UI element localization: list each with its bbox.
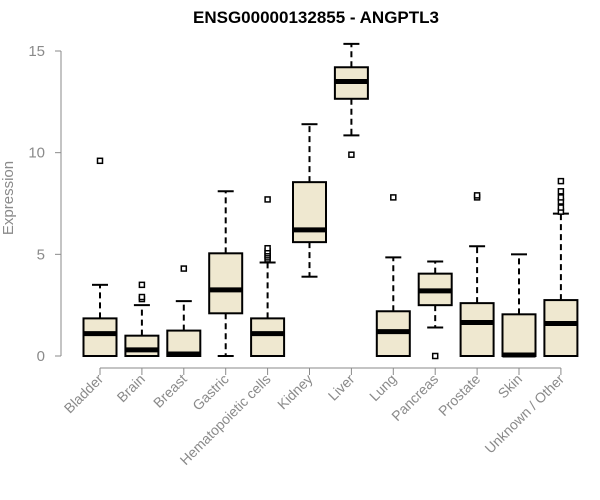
x-tick-label: Lung bbox=[366, 371, 399, 404]
outlier-point bbox=[138, 293, 146, 301]
outlier-point bbox=[557, 194, 565, 201]
box-group bbox=[124, 281, 160, 357]
box-group bbox=[333, 42, 369, 158]
x-tick-label: Kidney bbox=[274, 371, 316, 413]
box-group bbox=[166, 265, 202, 358]
box bbox=[459, 302, 495, 357]
outlier-point bbox=[180, 265, 188, 272]
outlier-point bbox=[557, 177, 565, 185]
outlier-point bbox=[557, 188, 565, 195]
box bbox=[501, 313, 537, 358]
x-tick-label: Brain bbox=[114, 371, 148, 405]
x-tick-label: Bladder bbox=[61, 371, 107, 417]
y-tick-label: 5 bbox=[37, 246, 45, 263]
outlier-point bbox=[557, 204, 565, 211]
box-group bbox=[417, 260, 453, 360]
outlier-point bbox=[431, 352, 439, 360]
box-group bbox=[292, 123, 327, 278]
box bbox=[292, 181, 327, 244]
x-tick-label: Breast bbox=[150, 371, 190, 411]
box bbox=[82, 317, 118, 357]
x-tick-label: Prostate bbox=[435, 371, 483, 419]
x-tick-label: Unknown / Other bbox=[481, 371, 567, 457]
box-group bbox=[208, 190, 244, 357]
y-tick-label: 10 bbox=[28, 145, 45, 162]
x-tick-label: Liver bbox=[325, 371, 358, 404]
box-group bbox=[375, 194, 411, 357]
y-tick-label: 15 bbox=[28, 43, 45, 60]
y-tick-label: 0 bbox=[37, 348, 45, 365]
x-tick-label: Skin bbox=[495, 371, 526, 402]
outlier-point bbox=[264, 244, 271, 252]
box-group bbox=[543, 177, 579, 358]
y-axis: 0 5 10 15 bbox=[28, 43, 62, 365]
y-axis-label: Expression bbox=[0, 161, 17, 235]
box-group bbox=[82, 157, 118, 357]
box bbox=[543, 299, 579, 358]
outlier-point bbox=[264, 196, 271, 203]
boxes bbox=[82, 42, 579, 360]
box bbox=[208, 252, 244, 315]
box-group bbox=[250, 196, 286, 357]
box bbox=[250, 317, 286, 357]
chart-title: ENSG00000132855 - ANGPTL3 bbox=[193, 8, 439, 27]
outlier-point bbox=[96, 157, 104, 165]
box-group bbox=[501, 253, 537, 358]
x-tick-label: Pancreas bbox=[388, 371, 441, 424]
box-group bbox=[459, 192, 495, 357]
outlier-point bbox=[348, 151, 355, 158]
box bbox=[124, 334, 160, 357]
outlier-point bbox=[138, 281, 146, 289]
outlier-point bbox=[390, 194, 397, 201]
outlier-point bbox=[473, 192, 481, 199]
